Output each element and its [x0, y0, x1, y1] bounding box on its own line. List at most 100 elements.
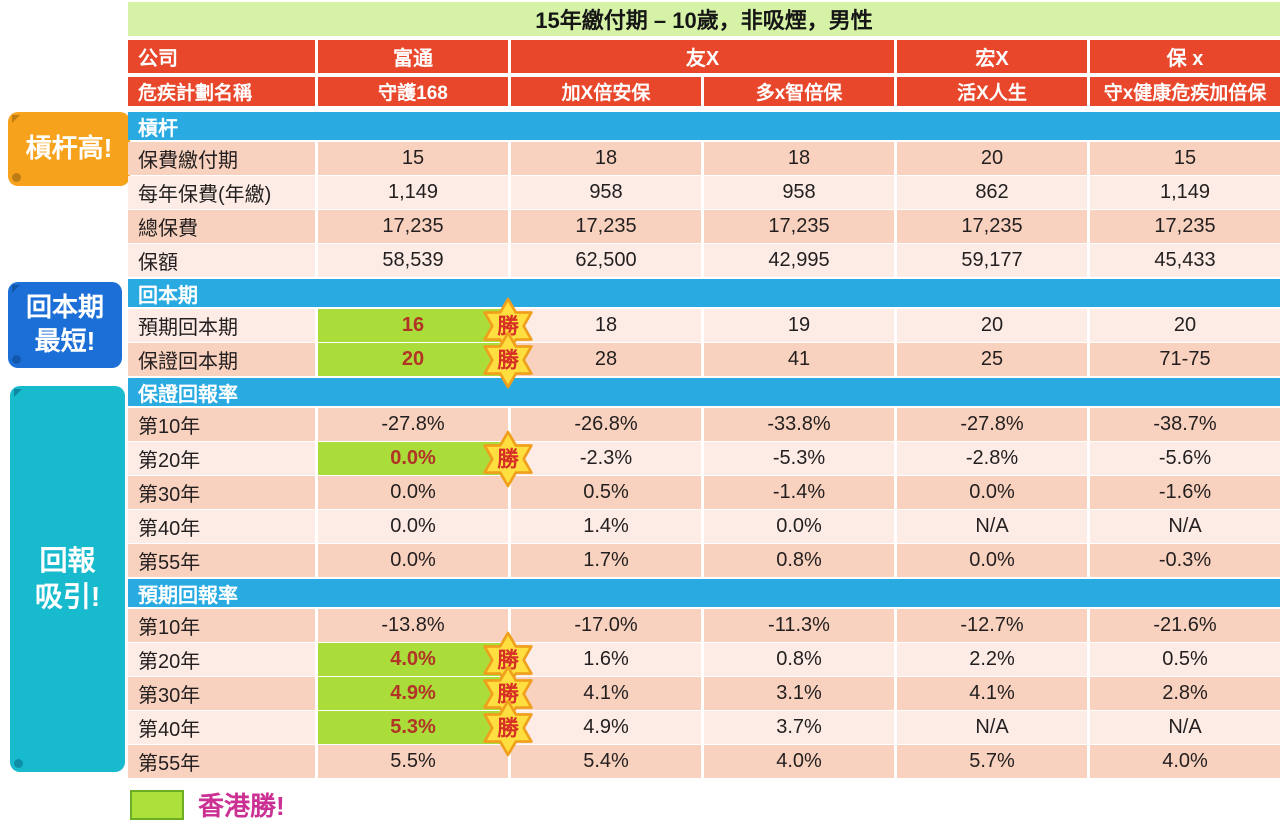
- value-cell: 1.6%: [511, 643, 701, 676]
- value-cell: 0.0%: [318, 476, 508, 509]
- value-text: 18: [787, 147, 811, 169]
- svg-text:勝: 勝: [497, 313, 519, 338]
- company-row-label: 公司: [128, 40, 315, 73]
- callout-returns: 回報 吸引!: [10, 386, 125, 772]
- value-cell: 1,149: [1090, 176, 1280, 209]
- value-text: 0.0%: [390, 481, 436, 503]
- value-cell: 0.5%: [1090, 643, 1280, 676]
- value-cell: 28: [511, 343, 701, 376]
- table-title: 15年繳付期 – 10歲，非吸煙，男性: [128, 2, 1280, 36]
- value-text: 0.8%: [776, 648, 822, 670]
- value-cell: 20 勝: [318, 331, 533, 388]
- win-badge-icon: 勝: [483, 699, 533, 756]
- value-text: 958: [589, 181, 623, 203]
- value-text: 20: [401, 348, 425, 370]
- row-label: 第30年: [128, 677, 315, 710]
- value-text: 4.0%: [776, 750, 822, 772]
- row-label: 第40年: [128, 510, 315, 543]
- value-cell: 20: [897, 309, 1087, 342]
- value-text: -17.0%: [574, 614, 638, 636]
- value-cell: 0.0%: [897, 476, 1087, 509]
- value-text: -2.8%: [965, 447, 1019, 469]
- value-cell: 958: [511, 176, 701, 209]
- company-header-row: 公司 富通 友X 宏X 保 x: [128, 40, 1280, 73]
- value-cell: 19: [704, 309, 894, 342]
- value-cell: 15: [1090, 142, 1280, 175]
- value-text: 1.7%: [583, 549, 629, 571]
- value-cell: -5.6%: [1090, 442, 1280, 475]
- plan-3: 多x智倍保: [704, 77, 894, 106]
- value-text: 1.6%: [583, 648, 629, 670]
- value-text: N/A: [1168, 515, 1202, 537]
- win-badge-icon: 勝: [483, 331, 533, 388]
- row-label: 第10年: [128, 408, 315, 441]
- svg-text:勝: 勝: [497, 347, 519, 372]
- row-label: 第55年: [128, 745, 315, 778]
- value-cell: -27.8%: [897, 408, 1087, 441]
- value-text: -2.3%: [579, 447, 633, 469]
- table-row: 保證回本期 20 勝 28 41 25 71-75: [128, 331, 1280, 388]
- table-row: 每年保費(年繳) 1,149 958 958 862 1,149: [128, 176, 1280, 209]
- value-text: -21.6%: [1153, 614, 1217, 636]
- value-text: -27.8%: [960, 413, 1024, 435]
- value-cell: -13.8%: [318, 609, 508, 642]
- value-text: 3.7%: [776, 716, 822, 738]
- value-cell: 71-75: [1090, 343, 1280, 376]
- table-row: 第20年 0.0% 勝 -2.3% -5.3% -2.8% -5.6%: [128, 430, 1280, 487]
- value-cell: 1.7%: [511, 544, 701, 577]
- row-label: 第40年: [128, 711, 315, 744]
- value-cell: 18: [704, 142, 894, 175]
- value-cell: 0.8%: [704, 544, 894, 577]
- value-cell: N/A: [897, 711, 1087, 744]
- value-text: 958: [782, 181, 816, 203]
- value-text: -1.6%: [1158, 481, 1212, 503]
- value-text: 58,539: [382, 249, 444, 271]
- value-cell: 17,235: [704, 210, 894, 243]
- value-cell: 15: [318, 142, 508, 175]
- value-text: 28: [594, 348, 618, 370]
- value-cell: 5.4%: [511, 745, 701, 778]
- value-text: 20: [1173, 314, 1197, 336]
- value-text: 1,149: [387, 181, 439, 203]
- value-cell: 17,235: [1090, 210, 1280, 243]
- callout-returns-line1: 回報: [39, 544, 96, 576]
- value-text: 5.7%: [969, 750, 1015, 772]
- section-header-1: 回本期: [128, 279, 1280, 307]
- value-cell: 59,177: [897, 244, 1087, 277]
- table-row: 第55年 0.0% 1.7% 0.8% 0.0% -0.3%: [128, 544, 1280, 577]
- value-cell: 0.8%: [704, 643, 894, 676]
- value-cell: 18: [511, 142, 701, 175]
- value-text: 41: [787, 348, 811, 370]
- value-text: 42,995: [768, 249, 830, 271]
- value-cell: 4.0% 勝: [318, 631, 533, 688]
- value-cell: 1.4%: [511, 510, 701, 543]
- value-text: 18: [594, 147, 618, 169]
- row-label: 第55年: [128, 544, 315, 577]
- value-text: 1,149: [1159, 181, 1211, 203]
- row-label: 第20年: [128, 643, 315, 676]
- value-cell: 0.0%: [318, 544, 508, 577]
- value-text: 5.4%: [583, 750, 629, 772]
- value-text: 0.0%: [776, 515, 822, 537]
- value-cell: 2.8%: [1090, 677, 1280, 710]
- value-cell: -38.7%: [1090, 408, 1280, 441]
- value-cell: 45,433: [1090, 244, 1280, 277]
- plan-header-row: 危疾計劃名稱 守護168 加X倍安保 多x智倍保 活X人生 守x健康危疾加倍保: [128, 77, 1280, 106]
- value-text: -26.8%: [574, 413, 638, 435]
- value-text: -1.4%: [772, 481, 826, 503]
- value-text: 0.0%: [390, 549, 436, 571]
- callout-payback-line1: 回本期: [25, 292, 104, 323]
- row-label: 預期回本期: [128, 309, 315, 342]
- value-text: 0.0%: [969, 481, 1015, 503]
- value-text: 0.5%: [1162, 648, 1208, 670]
- value-cell: 25: [897, 343, 1087, 376]
- value-text: 2.8%: [1162, 682, 1208, 704]
- value-cell: -0.3%: [1090, 544, 1280, 577]
- table-row: 總保費 17,235 17,235 17,235 17,235 17,235: [128, 210, 1280, 243]
- table-row: 第30年 0.0% 0.5% -1.4% 0.0% -1.6%: [128, 476, 1280, 509]
- value-text: 0.5%: [583, 481, 629, 503]
- callout-leverage: 槓杆高!: [8, 112, 130, 186]
- value-cell: -17.0%: [511, 609, 701, 642]
- value-cell: 0.5%: [511, 476, 701, 509]
